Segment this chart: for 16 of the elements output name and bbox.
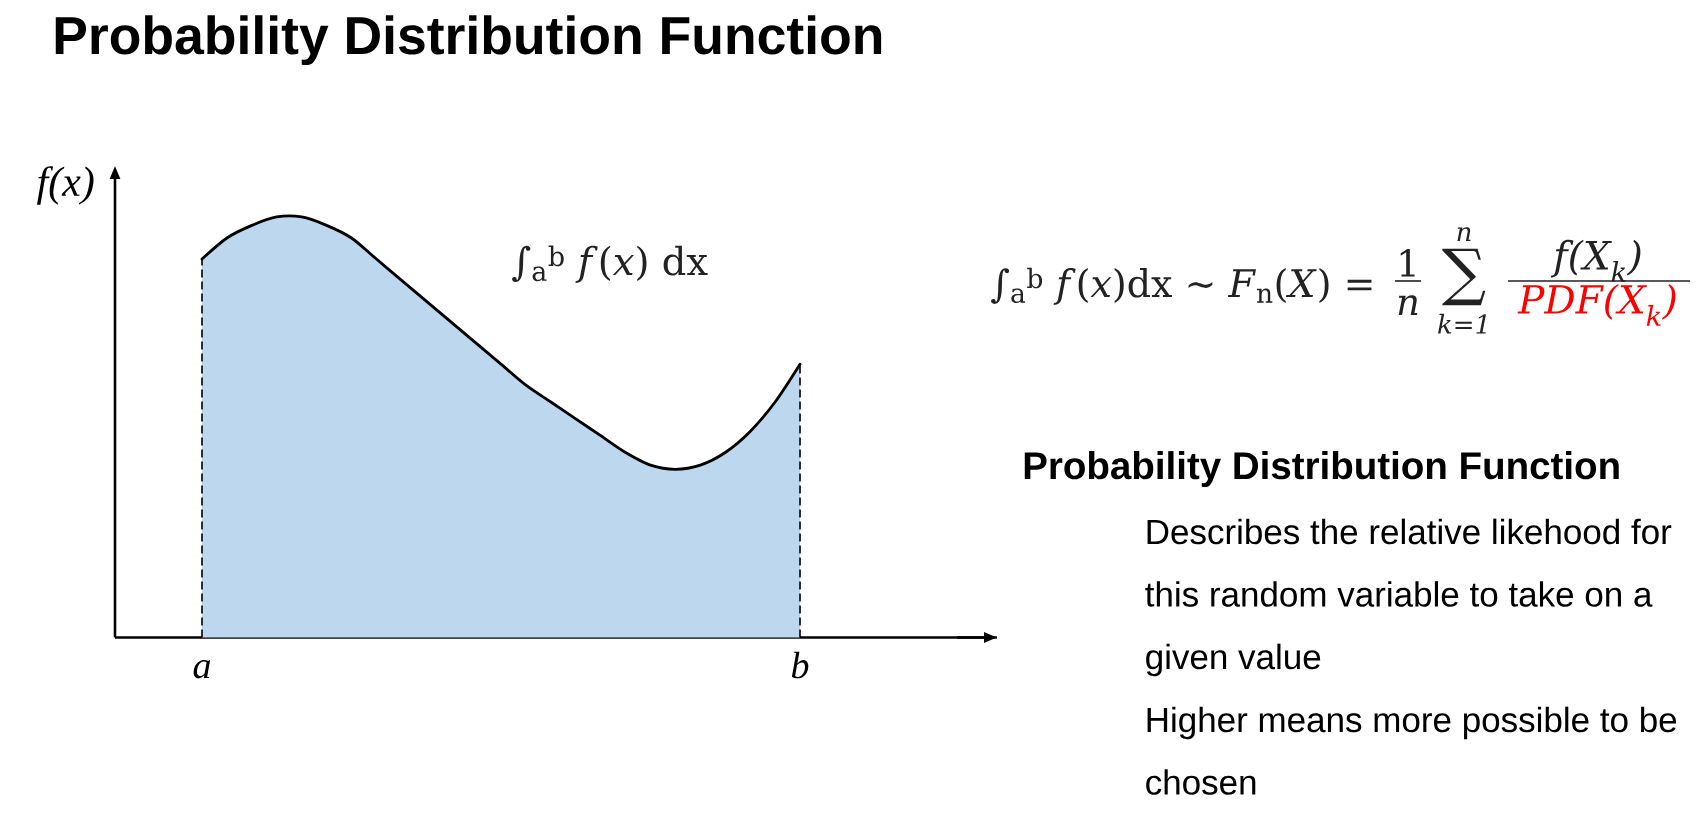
text: ∑ bbox=[1442, 248, 1486, 306]
text: PDF(X$_{k}$) bbox=[1517, 283, 1676, 326]
text: 1 bbox=[1400, 249, 1415, 277]
text: Probability Distribution Function bbox=[1024, 451, 1619, 487]
x-tick-label: a bbox=[193, 660, 211, 679]
text: ∫$_{a}$$^{b}$ f(x)dx ∼ F$_{n}$(X) = bbox=[991, 267, 1372, 305]
x-tick-label: b bbox=[791, 651, 809, 679]
annotation: ∫$_{a}$$^{b}$ f(x) dx bbox=[512, 245, 708, 284]
text: Describes the relative likehood for this random variable to take on a given value bbox=[1145, 518, 1672, 677]
text: n bbox=[1398, 295, 1418, 315]
text: n bbox=[1457, 227, 1471, 241]
text: k=1 bbox=[1438, 313, 1486, 334]
text: f(X$_{k}$) bbox=[1550, 239, 1641, 282]
text: Higher means more possible to be chosen bbox=[1146, 706, 1677, 795]
y-axis-title: f(x) bbox=[36, 166, 94, 205]
chart-title: Probability Distribution Function bbox=[55, 15, 882, 66]
